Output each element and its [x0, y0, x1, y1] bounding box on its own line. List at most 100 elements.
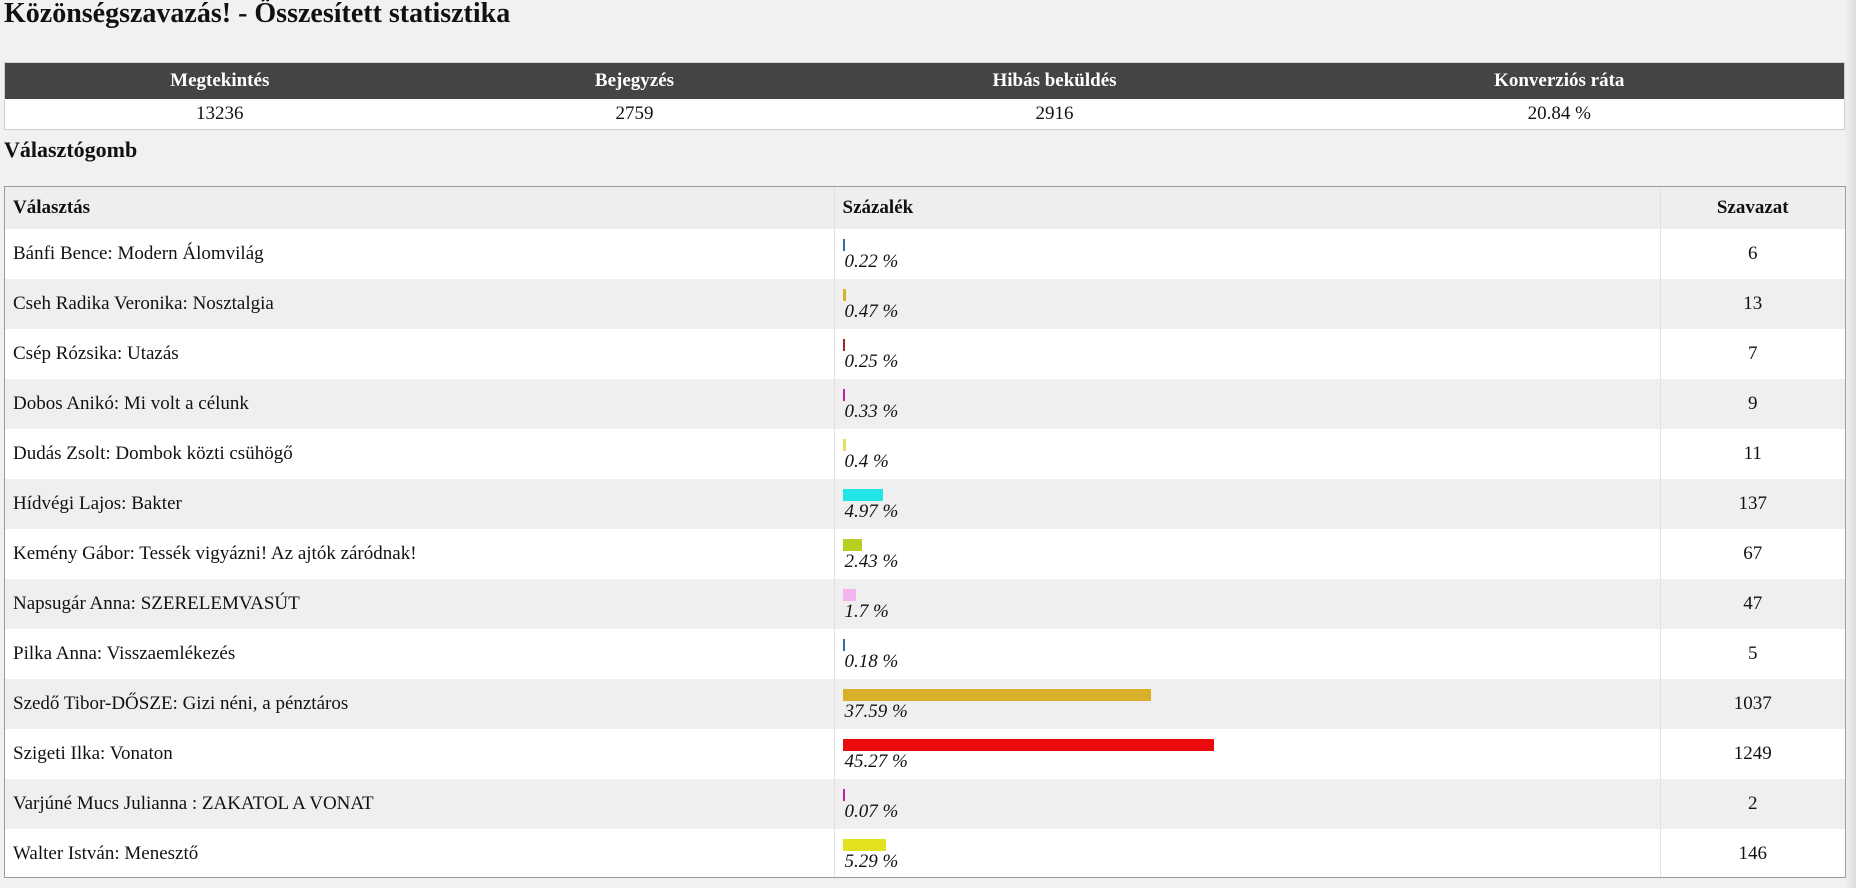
percent-bar — [842, 789, 845, 801]
percent-label: 0.07 % — [844, 801, 899, 822]
table-row: Dudás Zsolt: Dombok közti csühögő 0.4 % 11 — [5, 429, 1845, 479]
percent-label: 45.27 % — [844, 751, 908, 772]
results-header-choice: Választás — [5, 187, 835, 229]
votes-cell: 13 — [1660, 279, 1845, 329]
percent-bar — [842, 689, 1151, 701]
choice-cell: Bánfi Bence: Modern Álomvilág — [5, 229, 835, 279]
percent-cell: 0.33 % — [834, 379, 1661, 429]
votes-cell: 137 — [1660, 479, 1845, 529]
results-table-body: Bánfi Bence: Modern Álomvilág 0.22 % 6 Cseh… — [5, 229, 1845, 877]
votes-cell: 9 — [1660, 379, 1845, 429]
percent-label: 0.33 % — [844, 401, 899, 422]
choice-cell: Kemény Gábor: Tessék vigyázni! Az ajtók … — [5, 529, 835, 579]
table-row: Varjúné Mucs Julianna : ZAKATOL A VONAT 0… — [5, 779, 1845, 829]
percent-cell: 0.47 % — [834, 279, 1661, 329]
percent-bar — [842, 589, 857, 601]
percent-bar-wrap: 0.22 % — [842, 231, 1652, 277]
results-table: Választás Százalék Szavazat Bánfi Bence:… — [5, 187, 1845, 877]
percent-label: 1.7 % — [844, 601, 889, 622]
votes-cell: 146 — [1660, 829, 1845, 877]
percent-bar-wrap: 0.07 % — [842, 781, 1652, 827]
percent-bar-wrap: 0.47 % — [842, 281, 1652, 327]
percent-bar — [842, 489, 884, 501]
choice-cell: Szigeti Ilka: Vonaton — [5, 729, 835, 779]
table-row: Szigeti Ilka: Vonaton 45.27 % 1249 — [5, 729, 1845, 779]
choice-cell: Cseh Radika Veronika: Nosztalgia — [5, 279, 835, 329]
summary-value-conversion-rate: 20.84 % — [1274, 99, 1845, 130]
results-panel: Választás Százalék Szavazat Bánfi Bence:… — [4, 186, 1846, 878]
table-row: Dobos Anikó: Mi volt a célunk 0.33 % 9 — [5, 379, 1845, 429]
choice-cell: Pilka Anna: Visszaemlékezés — [5, 629, 835, 679]
choice-cell: Dobos Anikó: Mi volt a célunk — [5, 379, 835, 429]
percent-label: 2.43 % — [844, 551, 899, 572]
table-row: Napsugár Anna: SZERELEMVASÚT 1.7 % 47 — [5, 579, 1845, 629]
table-row: Cseh Radika Veronika: Nosztalgia 0.47 % 13 — [5, 279, 1845, 329]
percent-bar-wrap: 5.29 % — [842, 831, 1652, 877]
percent-cell: 5.29 % — [834, 829, 1661, 877]
percent-bar — [842, 289, 847, 301]
percent-label: 0.18 % — [844, 651, 899, 672]
percent-bar-wrap: 4.97 % — [842, 481, 1652, 527]
summary-table: Megtekintés Bejegyzés Hibás beküldés Kon… — [4, 62, 1845, 130]
choice-cell: Szedő Tibor-DŐSZE: Gizi néni, a pénztáro… — [5, 679, 835, 729]
percent-bar-wrap: 37.59 % — [842, 681, 1652, 727]
percent-cell: 1.7 % — [834, 579, 1661, 629]
votes-cell: 1249 — [1660, 729, 1845, 779]
section-title: Választógomb — [4, 137, 138, 162]
choice-cell: Walter István: Menesztő — [5, 829, 835, 877]
percent-bar-wrap: 1.7 % — [842, 581, 1652, 627]
summary-header-views: Megtekintés — [4, 62, 435, 99]
summary-value-failed-submissions: 2916 — [834, 99, 1275, 130]
percent-bar-wrap: 0.4 % — [842, 431, 1652, 477]
choice-cell: Varjúné Mucs Julianna : ZAKATOL A VONAT — [5, 779, 835, 829]
percent-label: 5.29 % — [844, 851, 899, 872]
table-row: Csép Rózsika: Utazás 0.25 % 7 — [5, 329, 1845, 379]
percent-label: 0.25 % — [844, 351, 899, 372]
votes-cell: 67 — [1660, 529, 1845, 579]
summary-value-entries: 2759 — [434, 99, 835, 130]
percent-bar-wrap: 2.43 % — [842, 531, 1652, 577]
percent-bar — [842, 639, 845, 651]
votes-cell: 5 — [1660, 629, 1845, 679]
choice-cell: Csép Rózsika: Utazás — [5, 329, 835, 379]
percent-cell: 0.25 % — [834, 329, 1661, 379]
results-header-percent: Százalék — [834, 187, 1661, 229]
table-row: Kemény Gábor: Tessék vigyázni! Az ajtók … — [5, 529, 1845, 579]
percent-cell: 37.59 % — [834, 679, 1661, 729]
summary-header-failed-submissions: Hibás beküldés — [834, 62, 1275, 99]
choice-cell: Dudás Zsolt: Dombok közti csühögő — [5, 429, 835, 479]
percent-bar-wrap: 45.27 % — [842, 731, 1652, 777]
table-row: Hídvégi Lajos: Bakter 4.97 % 137 — [5, 479, 1845, 529]
percent-bar-wrap: 0.33 % — [842, 381, 1652, 427]
percent-cell: 0.22 % — [834, 229, 1661, 279]
percent-label: 0.47 % — [844, 301, 899, 322]
percent-bar — [842, 739, 1214, 751]
votes-cell: 1037 — [1660, 679, 1845, 729]
percent-cell: 0.18 % — [834, 629, 1661, 679]
percent-bar — [842, 539, 863, 551]
percent-label: 37.59 % — [844, 701, 908, 722]
votes-cell: 47 — [1660, 579, 1845, 629]
votes-cell: 6 — [1660, 229, 1845, 279]
percent-label: 0.4 % — [844, 451, 889, 472]
percent-bar — [842, 239, 845, 251]
table-row: Bánfi Bence: Modern Álomvilág 0.22 % 6 — [5, 229, 1845, 279]
page-title: Közönségszavazás! - Összesített statiszt… — [4, 0, 511, 29]
percent-label: 0.22 % — [844, 251, 899, 272]
percent-label: 4.97 % — [844, 501, 899, 522]
votes-cell: 7 — [1660, 329, 1845, 379]
percent-cell: 45.27 % — [834, 729, 1661, 779]
choice-cell: Hídvégi Lajos: Bakter — [5, 479, 835, 529]
percent-bar — [842, 389, 846, 401]
results-header-votes: Szavazat — [1660, 187, 1845, 229]
summary-value-views: 13236 — [4, 99, 435, 130]
percent-bar — [842, 839, 886, 851]
percent-bar — [842, 339, 845, 351]
percent-cell: 0.4 % — [834, 429, 1661, 479]
percent-bar — [842, 439, 846, 451]
table-row: Pilka Anna: Visszaemlékezés 0.18 % 5 — [5, 629, 1845, 679]
percent-cell: 4.97 % — [834, 479, 1661, 529]
percent-cell: 0.07 % — [834, 779, 1661, 829]
table-row: Walter István: Menesztő 5.29 % 146 — [5, 829, 1845, 877]
choice-cell: Napsugár Anna: SZERELEMVASÚT — [5, 579, 835, 629]
